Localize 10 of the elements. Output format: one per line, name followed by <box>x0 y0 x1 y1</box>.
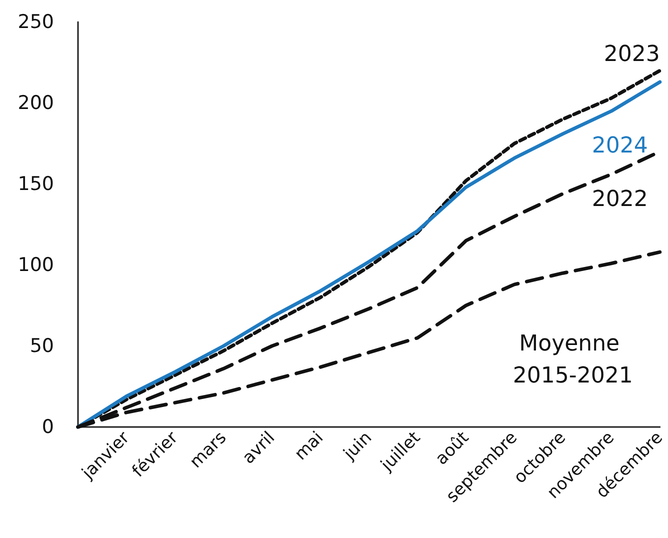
y-tick-label: 250 <box>18 11 54 33</box>
series-label: 2022 <box>592 187 648 212</box>
y-tick-label: 100 <box>18 254 54 276</box>
y-tick-label: 150 <box>18 173 54 195</box>
y-tick-label: 50 <box>30 335 54 357</box>
series-label: 2023 <box>604 42 660 68</box>
y-tick-label: 200 <box>18 92 54 114</box>
y-tick-label: 0 <box>42 416 54 438</box>
series-label: Moyenne 2015-2021 <box>512 332 633 389</box>
series-label: 2024 <box>592 133 648 158</box>
